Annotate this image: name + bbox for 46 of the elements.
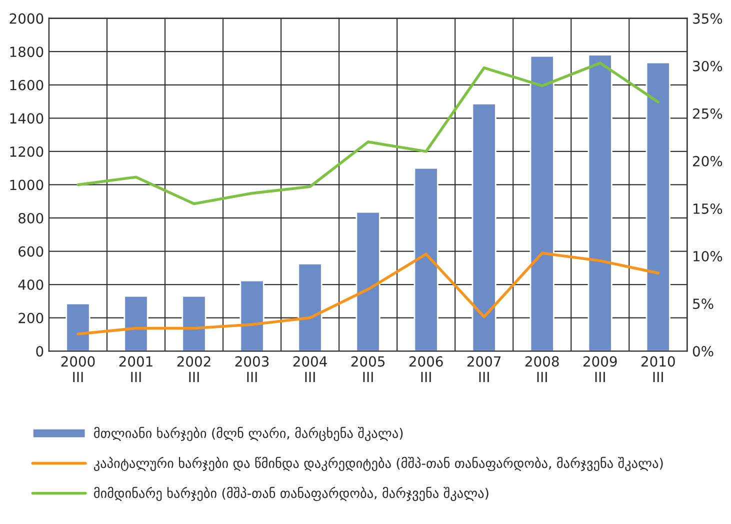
x-tick-label: 2006 III (409, 356, 443, 382)
legend-label: მიმდინარე ხარჯები (მშპ-თან თანაფარდობა, მარჯვენა შკალა) (94, 486, 488, 502)
y-tick-label: 1000 (10, 180, 44, 190)
y-tick-label: 800 (18, 212, 44, 224)
legend-label: მთლიანი ხარჯები (მლნ ლარი, მარცხენა შკალა) (94, 426, 403, 442)
x-tick-label: 2002 III (177, 356, 210, 382)
x-tick-label: 2010 III (641, 356, 675, 382)
x-tick-label: 2008 III (525, 356, 559, 382)
y-tick-label: 200 (18, 312, 44, 324)
x-tick-label: 2000 III (61, 356, 95, 382)
y2-tick-label: 15% (694, 203, 722, 214)
y-tick-label: 1800 (10, 46, 44, 58)
x-tick-label: 2001 III (119, 356, 152, 382)
y2-tick-label: 35% (693, 13, 722, 24)
line-series (76, 62, 660, 206)
y-tick-label: 0 (36, 346, 44, 357)
x-tick-label: 2007 III (467, 356, 501, 382)
x-tick-label: 2005 III (351, 356, 385, 382)
y-tick-label: 600 (18, 246, 44, 257)
x-tick-label: 2003 III (235, 356, 269, 382)
bar (298, 263, 322, 352)
bar (66, 302, 90, 352)
legend-label: კაპიტალური ხარჯები და წმინდა დაკრედიტება (მშპ-თან თანაფარდობა, მარჯვენა შკალა) (94, 456, 663, 472)
line-series (76, 252, 660, 336)
y-tick-label: 1400 (10, 113, 44, 124)
y2-tick-label: 5% (693, 298, 714, 310)
bar (182, 295, 206, 352)
bar (240, 280, 264, 352)
bar (124, 295, 148, 352)
bar (588, 54, 612, 352)
y2-tick-label: 10% (694, 250, 722, 262)
bar (414, 167, 438, 352)
bar (356, 211, 380, 352)
y-tick-label: 1200 (10, 146, 44, 157)
y-tick-label: 2000 (10, 13, 44, 24)
bar (472, 102, 496, 352)
y2-tick-label: 0% (692, 346, 714, 357)
bar (530, 55, 554, 352)
y-tick-label: 400 (18, 280, 44, 290)
bar (646, 62, 670, 352)
x-tick-label: 2004 III (293, 356, 327, 382)
y-tick-label: 1600 (10, 80, 44, 90)
x-tick-label: 2009 III (583, 356, 617, 382)
y2-tick-label: 30% (693, 60, 722, 72)
y2-tick-label: 20% (693, 156, 722, 166)
y2-tick-label: 25% (693, 108, 722, 119)
